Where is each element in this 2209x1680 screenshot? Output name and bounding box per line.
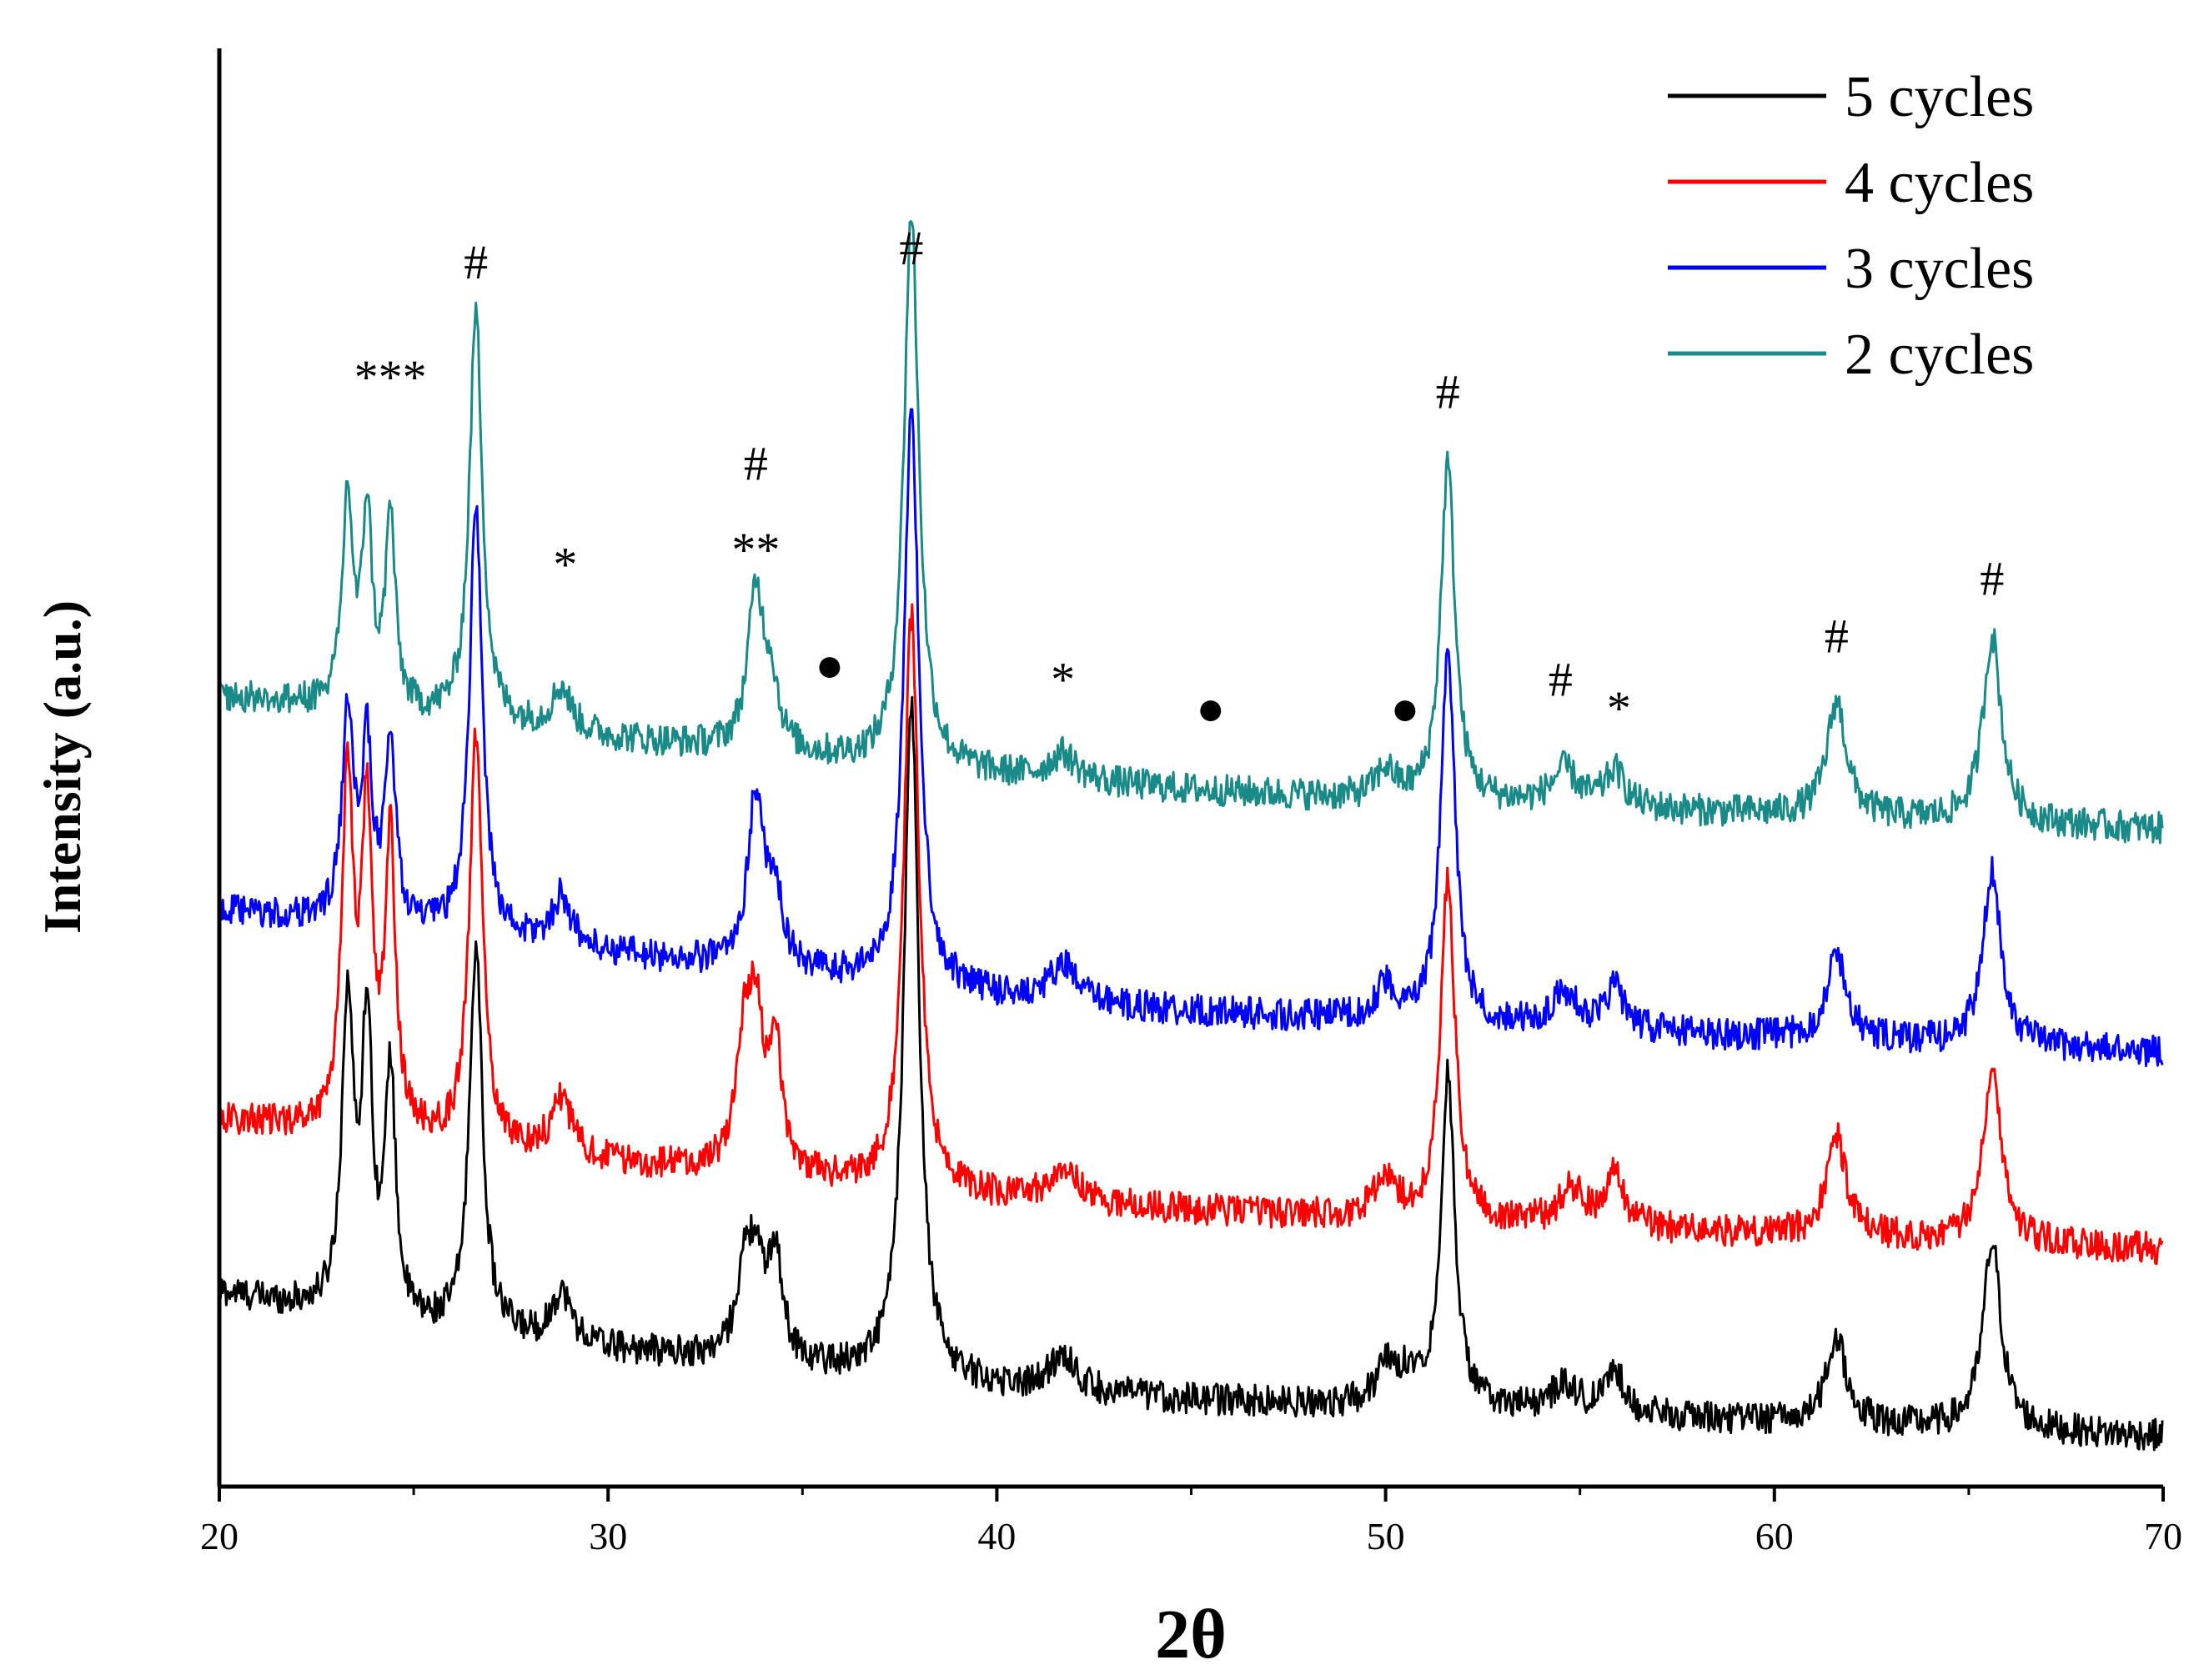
peak-marker-dot: ●	[1390, 681, 1419, 735]
legend-label: 4 cycles	[1845, 151, 2034, 215]
peak-marker-star: **	[731, 523, 780, 577]
x-tick-label: 30	[589, 1515, 627, 1557]
series-layer	[218, 220, 2164, 1452]
peak-marker-hash: #	[899, 221, 923, 275]
y-axis-title: Intensity (a.u.)	[33, 600, 92, 934]
peak-annotations: *** # * # ** ● # * ● ● # # * # #	[354, 221, 2005, 735]
peak-marker-hash: #	[1436, 364, 1460, 419]
x-tick-label: 60	[1755, 1515, 1794, 1557]
peak-marker-hash: #	[744, 437, 768, 491]
peak-marker-star: *	[1051, 652, 1075, 706]
series-line-4-cycles	[218, 603, 2164, 1266]
peak-marker-star: ***	[354, 350, 427, 404]
x-tick-label: 70	[2144, 1515, 2182, 1557]
peak-marker-star: *	[1607, 681, 1631, 735]
x-tick-label: 40	[977, 1515, 1016, 1557]
peak-marker-hash: #	[1549, 652, 1573, 706]
series-line-5-cycles	[218, 695, 2164, 1452]
peak-marker-hash: #	[1825, 609, 1849, 664]
x-ticks: 20 30 40 50 60 70	[200, 1487, 2182, 1557]
peak-marker-dot: ●	[815, 638, 844, 692]
legend-label: 5 cycles	[1845, 65, 2034, 129]
peak-marker-hash: #	[464, 235, 488, 289]
peak-marker-star: *	[553, 537, 577, 591]
legend-label: 2 cycles	[1845, 323, 2034, 387]
x-axis-title: 2θ	[1155, 1596, 1227, 1673]
legend-label: 3 cycles	[1845, 237, 2034, 301]
legend: 5 cycles 4 cycles 3 cycles 2 cycles	[1668, 65, 2034, 387]
peak-marker-hash: #	[1980, 552, 2004, 606]
series-line-3-cycles	[218, 408, 2164, 1067]
peak-marker-dot: ●	[1196, 681, 1225, 735]
x-tick-label: 50	[1367, 1515, 1405, 1557]
series-line-2-cycles	[218, 220, 2164, 845]
x-tick-label: 20	[200, 1515, 238, 1557]
